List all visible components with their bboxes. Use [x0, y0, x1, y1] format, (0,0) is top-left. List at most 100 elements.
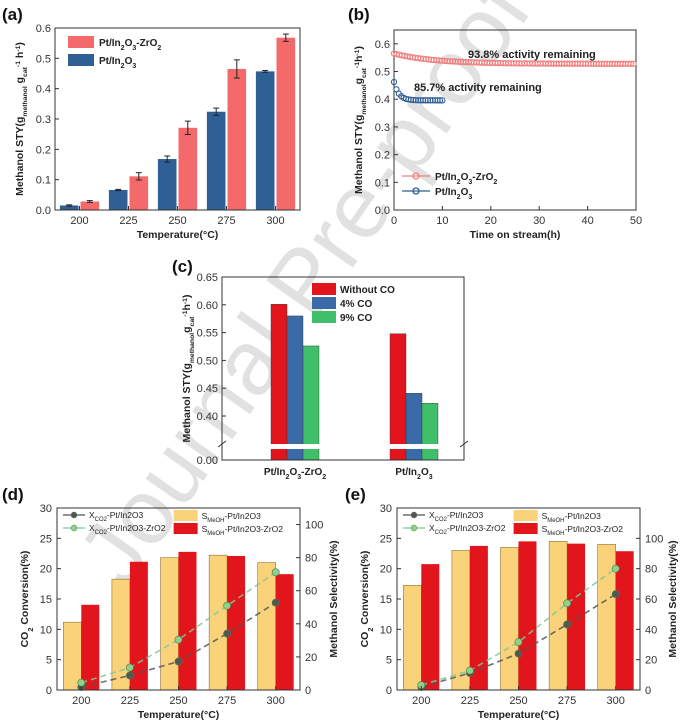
label-part: -Pt/In2O3-ZrO2 [447, 523, 506, 533]
label-part: X [429, 523, 435, 533]
bar [469, 545, 488, 690]
x-tick-label: 300 [607, 695, 625, 707]
axis-break-band [223, 444, 463, 449]
legend-label: SMeOH-Pt/In2O3 [542, 511, 601, 524]
y-tick-label: 0.2 [375, 150, 390, 162]
y-tick-label-right: 100 [645, 533, 663, 545]
legend-marker [410, 524, 418, 532]
data-point [563, 599, 571, 608]
y-tick-label: 0.1 [36, 175, 51, 187]
bar [227, 68, 247, 210]
label-part: Conversion(%) [359, 551, 371, 628]
bar [389, 333, 407, 461]
bar [286, 315, 304, 461]
data-point [390, 78, 398, 86]
bar [206, 111, 226, 210]
y-tick-label: 0.5 [36, 53, 51, 65]
y-tick-label: 0.0 [375, 205, 390, 217]
y-axis-label-right: Methanol Selectivity(%) [667, 540, 679, 657]
x-tick-label: 275 [558, 695, 576, 707]
subscript: CO2 [435, 530, 447, 536]
legend-swatch [173, 523, 198, 534]
legend-swatch [173, 510, 198, 521]
label-part: ) [14, 42, 26, 46]
y-tick-label: 0.2 [36, 144, 51, 156]
label-part: -Pt/In2O3-ZrO2 [107, 523, 166, 533]
y-tick-label-right: 40 [305, 619, 317, 631]
label-part: ) [353, 46, 365, 50]
y-tick-label-right: 0 [645, 685, 651, 697]
subscript: methanol [189, 333, 196, 363]
label-part: -Pt/In2O3-ZrO2 [224, 524, 283, 534]
y-tick-label: 0.3 [36, 114, 51, 126]
subscript: cat [361, 67, 368, 78]
label-part: Conversion(%) [19, 551, 31, 628]
subscript: 2 [121, 45, 125, 52]
bar [160, 557, 179, 691]
legend-label: SMeOH-Pt/In2O3-ZrO2 [542, 524, 624, 537]
bar [129, 176, 149, 210]
label-part: Methanol STY(g [353, 115, 365, 194]
subscript: CO2 [435, 517, 447, 523]
label-part: g [14, 77, 26, 86]
y-tick-label: 0.0 [36, 205, 51, 217]
label-part: h [353, 56, 365, 62]
label-part: -Pt/In2O3-ZrO2 [564, 524, 623, 534]
y-tick-label: 0.3 [375, 122, 390, 134]
label-part: O [421, 467, 429, 478]
bar [80, 201, 100, 210]
data-point [223, 601, 231, 610]
bar [227, 555, 246, 690]
bar [178, 127, 198, 210]
bar [129, 561, 148, 690]
panel-label: (e) [345, 485, 366, 504]
data-point [77, 678, 86, 687]
label-part: O [125, 56, 133, 67]
plot-frame [393, 29, 637, 211]
y-tick-label: 0.6 [36, 23, 51, 35]
y-tick-label: 0.45 [197, 383, 218, 395]
superscript: -1 [15, 61, 22, 67]
panel-label: (d) [2, 485, 24, 504]
data-point [611, 590, 620, 599]
legend-label: Pt/In2O3-ZrO2 [435, 172, 497, 186]
subscript: 3 [132, 63, 136, 70]
subscript: CO2 [95, 517, 107, 523]
plot-frame [221, 276, 465, 461]
y-axis-label-right: Methanol Selectivity(%) [328, 540, 340, 657]
legend-label: XCO2-Pt/In2O3 [429, 510, 484, 523]
y-tick-label: 5 [386, 655, 392, 667]
label-part: h [181, 304, 193, 310]
bar [270, 304, 288, 461]
legend-swatch [513, 510, 538, 521]
x-tick-label: 10 [436, 215, 448, 227]
subscript: 3 [468, 194, 472, 201]
bar [276, 37, 296, 210]
label-part: O [461, 172, 469, 183]
subscript: 2 [286, 474, 290, 481]
y-axis-label-left: CO2 Conversion(%) [359, 551, 375, 648]
data-point [611, 564, 620, 573]
panel-b: (b) 0.0 0.1 0.2 0.3 0.4 0.5 0.6 0 10 20 30 40 50 Time … [348, 5, 642, 241]
legend-label: XCO2-Pt/In2O3-ZrO2 [89, 523, 166, 536]
y-tick-label: 0.6 [375, 39, 390, 51]
y-tick-label-right: 60 [305, 586, 317, 598]
legend-label: XCO2-Pt/In2O3-ZrO2 [429, 523, 506, 536]
series-line [421, 568, 617, 686]
label-part: X [89, 523, 95, 533]
bar [615, 551, 634, 690]
y-axis-label: Methanol STY(gmethanol gcat-1 h-1) [14, 42, 29, 196]
bar [548, 541, 568, 691]
y-tick-label: 25 [380, 533, 392, 545]
label-part: Pt/In [435, 172, 457, 183]
bar [208, 554, 228, 691]
label-part: Pt/In [99, 38, 121, 49]
y-tick-label: 0.4 [36, 84, 51, 96]
bar [302, 345, 320, 461]
label-part: -Pt/In2O3 [107, 510, 144, 520]
x-axis-label: Temperature(°C) [478, 709, 560, 721]
y-axis-label: Methanol STY(gmethanolgcat-1h-1) [181, 295, 196, 443]
data-point [125, 663, 134, 672]
label-part: -Pt/In2O3 [564, 511, 601, 521]
